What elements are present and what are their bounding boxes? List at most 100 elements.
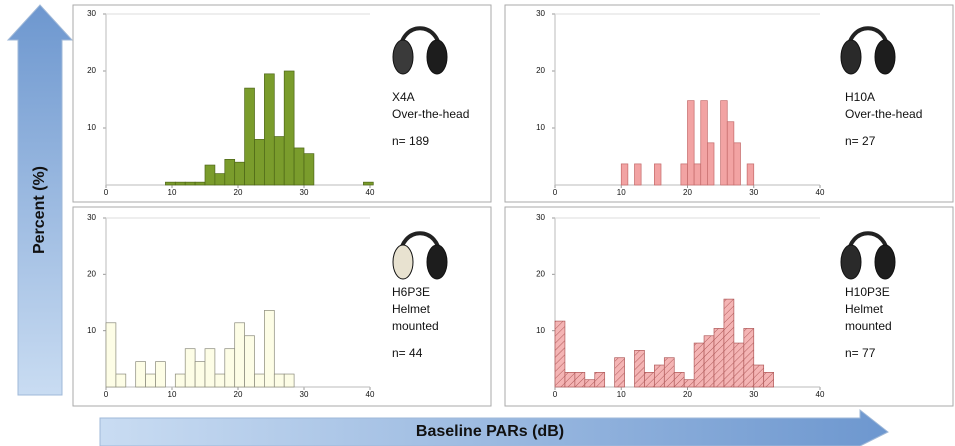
bar xyxy=(764,372,774,387)
bar xyxy=(654,164,661,185)
bar xyxy=(245,88,255,185)
x-tick-label: 20 xyxy=(234,390,243,399)
annotation: Over-the-head xyxy=(392,107,469,121)
y-tick-label: 20 xyxy=(87,66,96,75)
bar xyxy=(754,365,764,387)
bar xyxy=(195,362,205,387)
bar xyxy=(664,358,674,387)
bar xyxy=(195,182,205,185)
bar xyxy=(294,148,304,185)
x-tick-label: 40 xyxy=(816,188,825,197)
earcup-icon xyxy=(427,245,447,279)
bar xyxy=(255,374,265,387)
earcup-icon xyxy=(427,40,447,74)
bar xyxy=(274,374,284,387)
bar xyxy=(595,372,605,387)
bar xyxy=(707,143,714,185)
annotation: Helmet xyxy=(845,302,884,316)
bar xyxy=(575,372,585,387)
bar xyxy=(215,374,225,387)
bar xyxy=(684,380,694,387)
y-tick-label: 30 xyxy=(87,9,96,18)
bar xyxy=(205,165,215,185)
annotation: n= 44 xyxy=(392,346,423,360)
earcup-icon xyxy=(841,40,861,74)
y-tick-label: 20 xyxy=(87,269,96,278)
bar xyxy=(106,323,116,387)
bar xyxy=(654,365,664,387)
x-tick-label: 30 xyxy=(749,188,758,197)
bar xyxy=(721,101,728,185)
y-tick-label: 10 xyxy=(536,326,545,335)
bar xyxy=(185,349,195,387)
x-tick-label: 10 xyxy=(617,188,626,197)
annotation: n= 27 xyxy=(845,134,876,148)
bar xyxy=(165,182,175,185)
bar xyxy=(734,143,741,185)
x-tick-label: 20 xyxy=(683,390,692,399)
bar xyxy=(694,343,704,387)
bar xyxy=(136,362,146,387)
x-tick-label: 30 xyxy=(300,188,309,197)
x-tick-label: 40 xyxy=(366,390,375,399)
bar xyxy=(635,164,642,185)
annotation: n= 77 xyxy=(845,346,876,360)
x-tick-label: 0 xyxy=(553,188,558,197)
x-tick-label: 10 xyxy=(617,390,626,399)
y-tick-label: 30 xyxy=(87,213,96,222)
bar xyxy=(185,182,195,185)
bar xyxy=(688,101,695,185)
bar xyxy=(727,122,734,185)
bar xyxy=(674,372,684,387)
bar xyxy=(225,159,235,185)
bar xyxy=(747,164,754,185)
x-tick-label: 0 xyxy=(104,188,109,197)
bar xyxy=(694,164,701,185)
annotation: n= 189 xyxy=(392,134,429,148)
earcup-icon xyxy=(393,245,413,279)
bar xyxy=(744,328,754,387)
bar xyxy=(284,71,294,185)
bar xyxy=(156,362,166,387)
y-tick-label: 20 xyxy=(536,269,545,278)
y-tick-label: 10 xyxy=(536,123,545,132)
bar xyxy=(724,299,734,387)
annotation: Over-the-head xyxy=(845,107,922,121)
x-tick-label: 20 xyxy=(234,188,243,197)
bar xyxy=(175,182,185,185)
annotation: H10A xyxy=(845,90,875,104)
bar xyxy=(205,349,215,387)
y-tick-label: 20 xyxy=(536,66,545,75)
x-tick-label: 10 xyxy=(168,188,177,197)
x-tick-label: 20 xyxy=(683,188,692,197)
bar xyxy=(621,164,628,185)
bar xyxy=(245,336,255,387)
x-tick-label: 0 xyxy=(553,390,558,399)
bar xyxy=(215,174,225,185)
bar xyxy=(585,380,595,387)
bar xyxy=(235,323,245,387)
bar xyxy=(116,374,126,387)
bar xyxy=(565,372,575,387)
bar xyxy=(644,372,654,387)
y-tick-label: 10 xyxy=(87,123,96,132)
bar xyxy=(704,336,714,387)
bar xyxy=(235,162,245,185)
annotation: H10P3E xyxy=(845,285,890,299)
bar xyxy=(264,74,274,185)
bar xyxy=(734,343,744,387)
annotation: mounted xyxy=(845,319,892,333)
x-tick-label: 0 xyxy=(104,390,109,399)
x-tick-label: 40 xyxy=(366,188,375,197)
y-tick-label: 10 xyxy=(87,326,96,335)
x-tick-label: 40 xyxy=(816,390,825,399)
bar xyxy=(714,328,724,387)
y-tick-label: 30 xyxy=(536,213,545,222)
bar xyxy=(264,310,274,387)
figure: Percent (%) Baseline PARs (dB) 102030010… xyxy=(0,0,955,446)
bar xyxy=(304,154,314,185)
bar xyxy=(615,358,625,387)
bar xyxy=(255,139,265,185)
bar xyxy=(555,321,565,387)
bar xyxy=(635,350,645,387)
